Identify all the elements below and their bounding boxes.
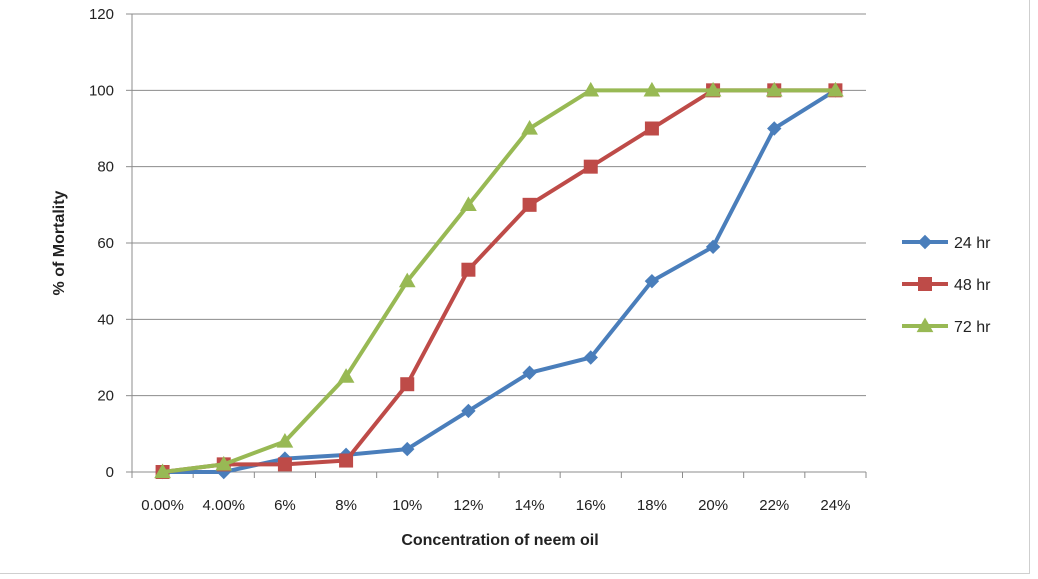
data-point: [644, 121, 659, 136]
y-tick-label: 0: [106, 464, 114, 481]
y-tick-label: 120: [89, 6, 114, 23]
data-point: [460, 196, 477, 211]
data-point: [154, 463, 171, 479]
data-point: [400, 441, 415, 457]
data-point: [767, 121, 782, 136]
data-point: [461, 403, 476, 419]
axes: [126, 13, 867, 478]
data-point: [522, 197, 537, 212]
x-tick-label: 18%: [637, 497, 667, 514]
data-point: [827, 81, 844, 97]
x-tick-label: 16%: [576, 497, 606, 514]
data-point: [704, 81, 722, 97]
data-point: [644, 273, 660, 289]
legend-label: 72 hr: [954, 319, 991, 336]
y-tick-label: 60: [97, 235, 114, 252]
legend-label: 24 hr: [954, 235, 991, 252]
x-tick-label: 20%: [698, 497, 728, 514]
x-tick-label: 14%: [515, 497, 545, 514]
gridlines: [132, 13, 866, 397]
x-tick-label: 12%: [453, 497, 483, 514]
legend-item: 24 hr: [902, 234, 991, 252]
y-tick-labels: 0 20 40 60 80 100 120: [89, 6, 114, 481]
y-tick-label: 20: [97, 388, 114, 405]
x-tick-labels: 0.00% 4.00% 6% 8% 10% 12% 14% 16% 18% 20% 22% 24%: [141, 497, 850, 514]
data-point: [643, 81, 661, 97]
data-point: [277, 457, 292, 472]
series-lines: [154, 81, 844, 480]
data-point: [400, 377, 415, 392]
data-point: [582, 81, 600, 97]
x-tick-label: 0.00%: [141, 497, 184, 514]
data-point: [339, 453, 354, 468]
data-point: [337, 368, 355, 383]
x-tick-label: 10%: [392, 497, 422, 514]
legend: 24 hr 48 hr 72 hr: [902, 234, 991, 336]
legend-marker: [917, 234, 933, 250]
x-tick-label: 8%: [335, 497, 357, 514]
data-point: [398, 272, 416, 288]
legend-marker: [916, 317, 934, 333]
data-point: [583, 350, 598, 365]
y-axis-title: % of Mortality: [51, 190, 68, 295]
series-line: [160, 88, 838, 474]
x-tick-label: 6%: [274, 497, 296, 514]
legend-label: 48 hr: [954, 277, 991, 294]
series-line: [160, 88, 838, 474]
data-point: [522, 365, 537, 380]
x-tick-label: 22%: [759, 497, 789, 514]
data-point: [765, 81, 783, 97]
x-axis-title: Concentration of neem oil: [401, 532, 598, 549]
series-line: [160, 88, 838, 474]
series-24-hr: [155, 83, 843, 480]
data-point: [215, 455, 233, 471]
legend-marker: [918, 277, 932, 291]
data-point: [705, 239, 721, 255]
y-tick-label: 40: [97, 311, 114, 328]
y-tick-label: 80: [97, 159, 114, 176]
y-tick-label: 100: [89, 82, 114, 99]
data-point: [521, 119, 538, 135]
data-point: [276, 432, 294, 448]
data-point: [461, 262, 476, 277]
data-point: [583, 159, 598, 174]
series-72-hr: [154, 81, 844, 479]
x-tick-label: 24%: [820, 497, 850, 514]
legend-item: 72 hr: [902, 317, 991, 336]
legend-item: 48 hr: [902, 277, 991, 294]
series-48-hr: [155, 83, 843, 479]
x-tick-label: 4.00%: [202, 497, 245, 514]
